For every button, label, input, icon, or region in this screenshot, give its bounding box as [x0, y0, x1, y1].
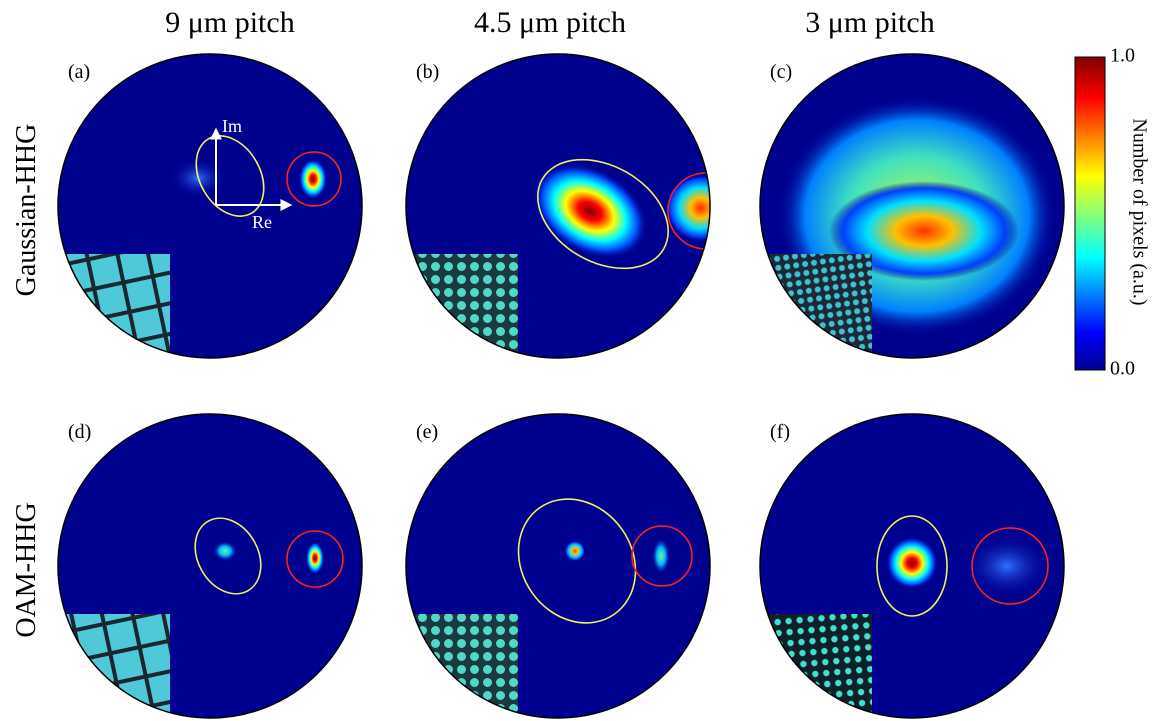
heatmap-blob — [213, 541, 237, 561]
column-title: 4.5 μm pitch — [474, 6, 626, 39]
figure: 9 μm pitch 4.5 μm pitch 3 μm pitch Gauss… — [0, 0, 1174, 721]
axis-label: Im — [222, 116, 242, 136]
panels: (a) (b) (c) (d) (e) (f) Im Re — [58, 54, 1064, 721]
body: 9 μm pitch 4.5 μm pitch 3 μm pitch Gauss… — [0, 0, 1174, 721]
colorbar-label: Number of pixels (a.u.) — [1128, 118, 1150, 305]
panel-label: (c) — [770, 61, 792, 83]
heatmap-blob — [886, 537, 938, 589]
row-label: Gaussian-HHG — [11, 124, 42, 297]
panel — [406, 54, 744, 362]
panel-label: (e) — [416, 421, 438, 443]
column-title: 9 μm pitch — [165, 6, 294, 39]
colorbar — [1075, 57, 1105, 370]
heatmap-blob — [299, 159, 327, 199]
panel — [760, 54, 1064, 362]
panel-label: (b) — [416, 61, 439, 83]
column-title: 3 μm pitch — [805, 6, 934, 39]
sample-inset — [762, 254, 872, 362]
sample-inset — [60, 254, 170, 362]
panel-label: (a) — [68, 61, 90, 83]
heatmap-blob — [962, 534, 1052, 598]
sample-inset — [408, 254, 518, 362]
colorbar-tick-label: 0.0 — [1110, 358, 1135, 380]
heatmap-blob — [665, 174, 737, 242]
axis-label: Re — [252, 212, 272, 232]
sample-inset — [60, 614, 170, 721]
heatmap-blob — [306, 542, 324, 574]
panel — [58, 54, 362, 362]
heatmap-blob — [565, 541, 585, 561]
sample-inset — [408, 614, 518, 721]
colorbar-tick-label: 1.0 — [1110, 45, 1135, 67]
panel-label: (f) — [770, 421, 790, 443]
sample-inset — [762, 614, 872, 721]
panel-label: (d) — [68, 421, 91, 443]
page: HHG pitch figure {"columns": ["9 μm pitc… — [0, 0, 1174, 721]
row-label: OAM-HHG — [11, 502, 42, 637]
heatmap-blob — [652, 538, 670, 574]
